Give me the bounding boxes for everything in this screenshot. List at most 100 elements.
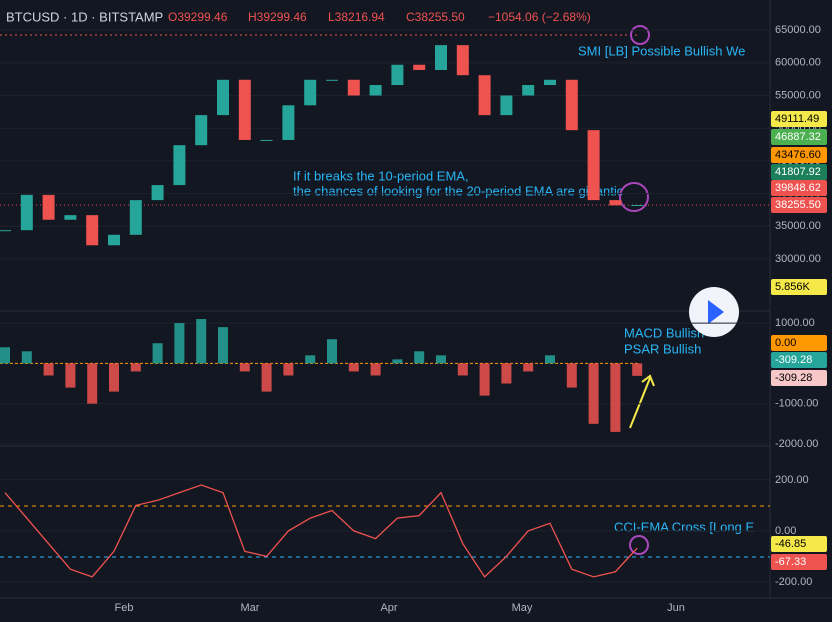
macd-bar <box>109 363 119 392</box>
macd-bar <box>348 363 359 372</box>
price-badge-label: 39848.62 <box>775 182 821 194</box>
macd-bar <box>239 363 250 372</box>
macd-bar <box>588 363 599 424</box>
candle <box>435 45 447 70</box>
price-badge-label: 41807.92 <box>775 166 821 178</box>
price-badge <box>771 164 827 180</box>
macd-bar <box>501 363 512 384</box>
macd-bar <box>65 363 76 388</box>
macd-bar <box>21 351 32 364</box>
macd-bar <box>152 343 163 364</box>
candle <box>20 194 33 231</box>
header: BTCUSD · 1D · BITSTAMP O39299.46 H39299.… <box>6 9 591 24</box>
x-tick-label: Apr <box>380 602 397 614</box>
candle <box>217 79 229 116</box>
macd-bar <box>632 363 643 376</box>
price-badge-label: -309.28 <box>775 372 812 384</box>
candle <box>369 85 382 96</box>
macd-bar <box>130 363 141 372</box>
candle <box>456 45 469 76</box>
x-tick-label: Mar <box>241 602 260 614</box>
ohlc-close: C38255.50 <box>406 10 465 24</box>
highlight-circle <box>630 25 650 45</box>
macd-bar <box>87 363 98 404</box>
candle <box>609 200 622 206</box>
cci-annotation: CCI-EMA Cross [Long E <box>614 519 754 534</box>
price-badge-label: -67.33 <box>775 556 806 568</box>
ohlc-low: L38216.94 <box>328 10 385 24</box>
ema-annotation: the chances of looking for the 20-period… <box>293 183 624 198</box>
smi-annotation: SMI [LB] Possible Bullish We <box>578 43 745 58</box>
y-tick-label: -2000.00 <box>775 438 818 450</box>
play-button[interactable] <box>689 287 739 337</box>
candle <box>304 79 317 106</box>
macd-bar <box>545 355 555 364</box>
x-tick-label: Feb <box>115 602 134 614</box>
ohlc-change: −1054.06 (−2.68%) <box>488 10 591 24</box>
y-tick-label: 0.00 <box>775 525 796 537</box>
candle <box>195 115 208 146</box>
macd-annotation: MACD Bullish <box>624 325 704 340</box>
candle <box>151 185 164 201</box>
candle <box>260 139 273 141</box>
macd-bar <box>479 363 490 396</box>
candle <box>478 75 491 116</box>
candle <box>413 64 426 70</box>
macd-bar <box>566 363 577 388</box>
price-badge-label: 46887.32 <box>775 131 821 143</box>
y-tick-label: 65000.00 <box>775 24 821 36</box>
price-badge <box>771 370 827 386</box>
candle <box>42 194 55 220</box>
y-tick-label: 30000.00 <box>775 253 821 265</box>
macd-bar <box>414 351 425 364</box>
price-badge <box>771 111 827 127</box>
macd-bar <box>261 363 272 392</box>
y-tick-label: 200.00 <box>775 474 809 486</box>
price-badge-label: 38255.50 <box>775 199 821 211</box>
price-badge <box>771 279 827 295</box>
price-badge <box>771 352 827 368</box>
candle <box>282 105 295 140</box>
arrow <box>629 374 655 429</box>
price-badge <box>771 335 827 351</box>
ohlc-open: O39299.46 <box>168 10 228 24</box>
macd-bar <box>436 355 446 364</box>
macd-bar <box>370 363 381 376</box>
price-badge <box>771 536 827 552</box>
symbol: BTCUSD · 1D · BITSTAMP <box>6 9 163 24</box>
y-tick-label: 55000.00 <box>775 89 821 101</box>
ohlc-high: H39299.46 <box>248 10 307 24</box>
candle <box>86 215 99 246</box>
macd-bar <box>196 319 207 364</box>
price-badge-label: -46.85 <box>775 538 806 550</box>
x-tick-label: Jun <box>667 602 685 614</box>
price-badge-label: 5.856K <box>775 281 811 293</box>
macd-bar <box>610 363 621 432</box>
price-badge <box>771 180 827 196</box>
y-tick-label: 1000.00 <box>775 317 815 329</box>
macd-bar <box>457 363 468 376</box>
candle <box>347 79 360 96</box>
price-badge-label: -309.28 <box>775 354 812 366</box>
candle <box>64 215 77 220</box>
ema-annotation: If it breaks the 10-period EMA, <box>293 168 469 183</box>
candle <box>238 79 251 140</box>
candle <box>0 230 11 232</box>
macd-bar <box>283 363 294 376</box>
price-badge <box>771 554 827 570</box>
candle <box>544 79 556 86</box>
highlight-circle <box>629 535 649 555</box>
y-tick-label: -1000.00 <box>775 398 818 410</box>
psar-annotation: PSAR Bullish <box>624 341 701 356</box>
price-badge <box>771 147 827 163</box>
candle <box>500 95 513 116</box>
price-badge <box>771 197 827 213</box>
macd-bar <box>0 347 10 364</box>
price-badge-label: 49111.49 <box>775 113 819 125</box>
cci-line <box>4 484 638 578</box>
candle <box>108 234 120 246</box>
x-tick-label: May <box>512 602 533 614</box>
macd-bar <box>218 327 228 364</box>
candle <box>391 64 404 86</box>
macd-bar <box>523 363 534 372</box>
